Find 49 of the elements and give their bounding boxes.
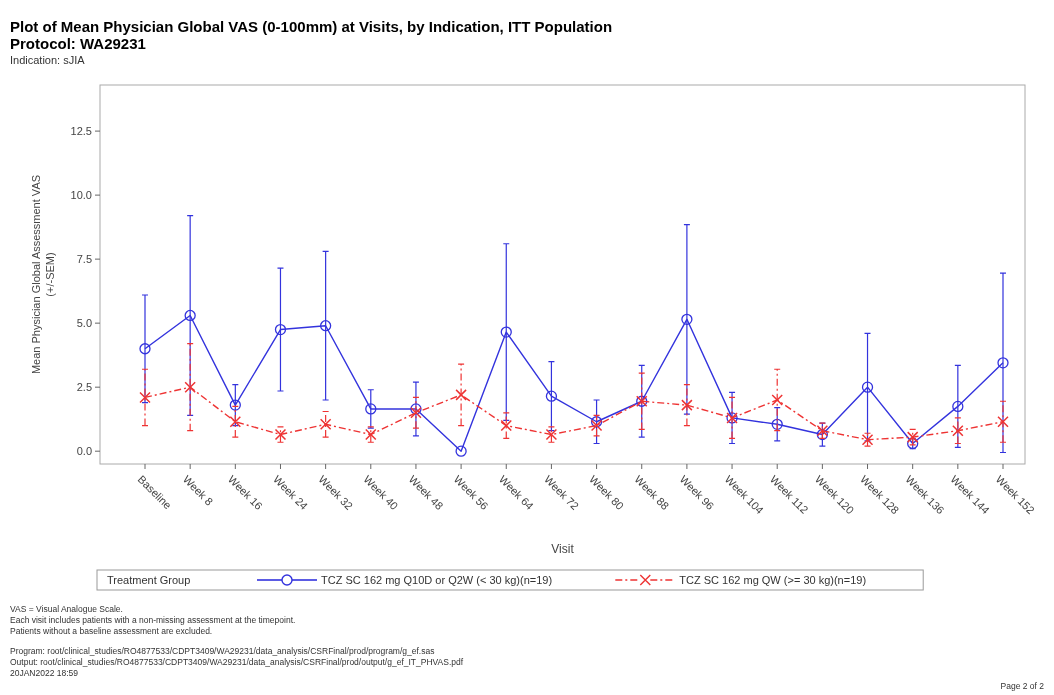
y-tick-label: 7.5 [76,253,92,266]
legend-label: TCZ SC 162 mg Q10D or Q2W (< 30 kg)(n=19) [321,574,553,586]
legend-label: TCZ SC 162 mg QW (>= 30 kg)(n=19) [679,574,867,586]
chart-title: Plot of Mean Physician Global VAS (0-100mm) at Visits, by Indication, ITT Population [10,18,613,35]
point [997,357,1009,369]
point [590,416,603,428]
point [410,407,422,419]
text: 20JAN2022 18:59 [10,668,79,678]
text: Program: root/clinical_studies/RO4877533/CDPT3409/WA29231/data_analysis/CSRFinal/prod/program/g_ef.sas [10,646,435,656]
point [184,309,196,322]
point [861,381,874,393]
y-tick-label: 5.0 [76,317,92,330]
point [184,381,196,393]
point [500,419,513,432]
point [410,403,422,415]
point [681,399,693,411]
point [365,403,377,415]
point [455,389,467,401]
text: Each visit includes patients with a non-missing assessment at the timepoint. [10,615,296,625]
y-tick-label: 12.5 [70,125,92,138]
point [997,416,1009,428]
text: Page 2 of 2 [1000,681,1045,691]
text: Output: root/clinical_studies/RO4877533/CDPT3409/WA29231/data_analysis/CSRFinal/prod/output/g_ef_IT_PHVAS.pdf [10,657,464,667]
x-axis-title: Visit [551,542,575,556]
y-tick-label: 0.0 [76,445,92,458]
legend-title: Treatment Group [107,574,191,586]
point [139,343,151,355]
point [319,320,332,332]
point [952,400,964,413]
point [229,416,242,428]
point [545,390,558,402]
point [455,445,467,457]
point [274,323,287,336]
point [816,428,829,441]
y-tick-label: 10.0 [70,189,92,202]
text: Patients without a baseline assessment are excluded. [10,626,213,636]
point [771,394,783,406]
y-axis-title: Mean Physician Global Assessment VAS (+/-SEM) [30,174,56,375]
point [229,399,241,411]
point [319,418,332,431]
y-tick-label: 2.5 [76,381,92,394]
point [771,418,783,430]
point [681,313,693,325]
point [952,424,964,437]
point [500,326,512,338]
point [139,391,151,404]
point [590,419,603,432]
chart-subtitle: Protocol: WA29231 Indication: sJIA [10,35,146,66]
text: VAS = Visual Analogue Scale. [10,604,123,614]
